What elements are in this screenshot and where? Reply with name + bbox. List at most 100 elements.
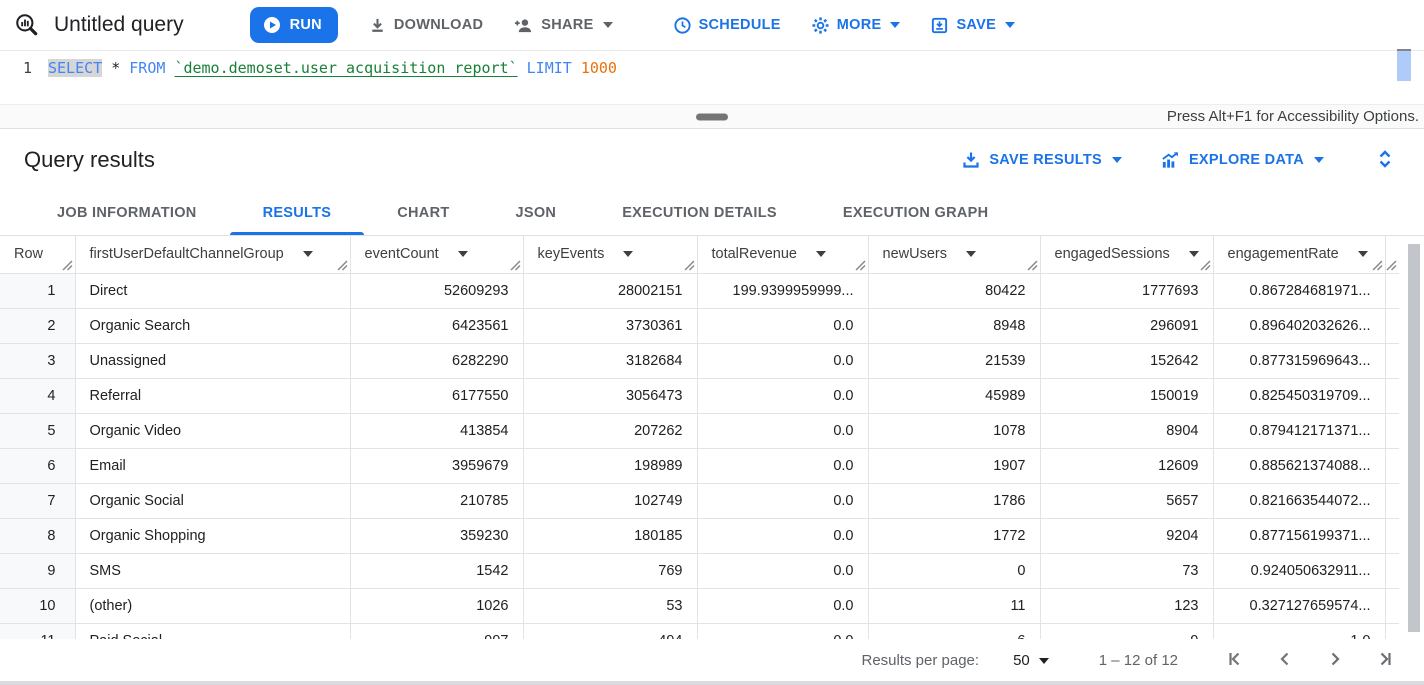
cell-newUsers: 6 — [868, 623, 1041, 639]
column-resize-handle[interactable] — [62, 260, 73, 271]
first-page-icon — [1229, 652, 1240, 666]
cell-engagementRate: 0.896402032626... — [1213, 308, 1386, 344]
column-resize-handle[interactable] — [855, 260, 866, 271]
column-header-eventCount[interactable]: eventCount — [350, 236, 524, 274]
row-number-cell: 8 — [0, 518, 76, 554]
sql-token: `demo.demoset.user_acquisition_report` — [174, 59, 518, 77]
save-results-caret-icon — [1111, 157, 1122, 163]
previous-page-button[interactable] — [1272, 646, 1298, 675]
cell-keyEvents: 207262 — [523, 413, 698, 449]
column-menu-caret-icon[interactable] — [1188, 251, 1199, 258]
cell-totalRevenue: 0.0 — [697, 343, 869, 379]
cell-totalRevenue: 0.0 — [697, 483, 869, 519]
window-bottom-edge — [0, 681, 1424, 685]
cell-keyEvents: 3182684 — [523, 343, 698, 379]
column-menu-caret-icon[interactable] — [1357, 251, 1368, 258]
table-scrollbar-thumb[interactable] — [1408, 244, 1420, 632]
cell-engagedSessions: 73 — [1040, 553, 1214, 589]
column-menu-caret-icon[interactable] — [815, 251, 826, 258]
column-resize-handle[interactable] — [684, 260, 695, 271]
tab-execution-details[interactable]: EXECUTION DETAILS — [622, 205, 777, 221]
tab-json[interactable]: JSON — [515, 205, 557, 221]
cell-firstUserDefaultChannelGroup: Unassigned — [75, 343, 351, 379]
cell-engagedSessions: 9204 — [1040, 518, 1214, 554]
editor-results-splitter: Press Alt+F1 for Accessibility Options. — [0, 104, 1424, 129]
cell-firstUserDefaultChannelGroup: Organic Social — [75, 483, 351, 519]
tab-execution-graph[interactable]: EXECUTION GRAPH — [842, 205, 989, 221]
sql-token: FROM — [129, 59, 166, 77]
chevron-left-icon — [1280, 652, 1289, 666]
column-header-totalRevenue[interactable]: totalRevenue — [697, 236, 869, 274]
cell-firstUserDefaultChannelGroup: Organic Video — [75, 413, 351, 449]
column-resize-handle[interactable] — [337, 260, 348, 271]
table-row: 1 Direct 52609293 28002151 199.9399959999...… — [0, 273, 1399, 309]
share-button[interactable]: SHARE — [513, 16, 613, 35]
more-button[interactable]: MORE — [811, 16, 901, 35]
cell-engagedSessions: 12609 — [1040, 448, 1214, 484]
cell-totalRevenue: 0.0 — [697, 588, 869, 624]
tab-chart[interactable]: CHART — [397, 205, 450, 221]
pagination-range: 1 – 12 of 12 — [1098, 652, 1178, 669]
cell-eventCount: 3959679 — [350, 448, 524, 484]
tab-job-information[interactable]: JOB INFORMATION — [57, 205, 197, 221]
row-number-cell: 2 — [0, 308, 76, 344]
column-resize-handle[interactable] — [1027, 260, 1038, 271]
column-menu-caret-icon[interactable] — [302, 251, 313, 258]
share-caret-icon — [602, 22, 613, 28]
cell-firstUserDefaultChannelGroup: Organic Shopping — [75, 518, 351, 554]
column-menu-caret-icon[interactable] — [965, 251, 976, 258]
pagination-bar: Results per page: 50 1 – 12 of 12 — [0, 640, 1424, 681]
column-header-engagedSessions[interactable]: engagedSessions — [1040, 236, 1214, 274]
row-number-cell: 7 — [0, 483, 76, 519]
expand-collapse-results-button[interactable] — [1372, 145, 1398, 176]
sql-token — [518, 59, 527, 77]
splitter-drag-handle[interactable] — [696, 113, 728, 120]
download-button[interactable]: DOWNLOAD — [368, 16, 483, 35]
schedule-button[interactable]: SCHEDULE — [673, 16, 781, 35]
column-header-newUsers[interactable]: newUsers — [868, 236, 1041, 274]
cell-engagementRate: 0.877315969643... — [1213, 343, 1386, 379]
stub-cell — [1385, 343, 1399, 379]
table-row: 10 (other) 1026 53 0.0 11 123 0.327127659574... — [0, 588, 1399, 624]
cell-totalRevenue: 0.0 — [697, 553, 869, 589]
column-header-row: Row — [0, 236, 76, 274]
column-header-keyEvents[interactable]: keyEvents — [523, 236, 698, 274]
last-page-button[interactable] — [1372, 646, 1398, 675]
cell-eventCount: 52609293 — [350, 273, 524, 309]
sql-editor[interactable]: 1 SELECT * FROM `demo.demoset.user_acqui… — [0, 49, 1424, 104]
column-resize-handle[interactable] — [1386, 260, 1397, 271]
column-menu-caret-icon[interactable] — [457, 251, 468, 258]
column-header-firstUserDefaultChannelGroup[interactable]: firstUserDefaultChannelGroup — [75, 236, 351, 274]
next-page-button[interactable] — [1322, 646, 1348, 675]
row-number-cell: 3 — [0, 343, 76, 379]
cell-newUsers: 1907 — [868, 448, 1041, 484]
first-page-button[interactable] — [1222, 646, 1248, 675]
page-size-select[interactable]: 50 — [1013, 652, 1049, 669]
page-size-caret-icon — [1038, 657, 1049, 664]
cell-firstUserDefaultChannelGroup: (other) — [75, 588, 351, 624]
save-results-button[interactable]: SAVE RESULTS — [961, 150, 1122, 170]
explore-data-button[interactable]: EXPLORE DATA — [1160, 150, 1324, 170]
sql-token — [572, 59, 581, 77]
save-button[interactable]: SAVE — [930, 16, 1016, 35]
editor-scrollbar-thumb[interactable] — [1397, 49, 1411, 81]
table-row: 11Paid Social9974940.0691.0 — [0, 623, 1399, 639]
column-header-engagementRate[interactable]: engagementRate — [1213, 236, 1386, 274]
column-menu-caret-icon[interactable] — [623, 251, 634, 258]
tab-results[interactable]: RESULTS — [229, 191, 365, 235]
column-resize-handle[interactable] — [510, 260, 521, 271]
row-number-cell: 11 — [0, 623, 76, 639]
column-resize-handle[interactable] — [1200, 260, 1211, 271]
cell-firstUserDefaultChannelGroup: SMS — [75, 553, 351, 589]
results-table: Row firstUserDefaultChannelGroup eventCoun… — [0, 236, 1399, 639]
cell-newUsers: 1772 — [868, 518, 1041, 554]
sql-code-line[interactable]: SELECT * FROM `demo.demoset.user_acquisi… — [48, 59, 617, 77]
row-number-cell: 10 — [0, 588, 76, 624]
column-resize-handle[interactable] — [1372, 260, 1383, 271]
save-results-icon — [963, 152, 979, 168]
cell-totalRevenue: 0.0 — [697, 518, 869, 554]
results-per-page-label: Results per page: — [861, 652, 980, 669]
run-button[interactable]: RUN — [249, 7, 338, 43]
cell-newUsers: 1078 — [868, 413, 1041, 449]
download-icon — [372, 18, 383, 32]
